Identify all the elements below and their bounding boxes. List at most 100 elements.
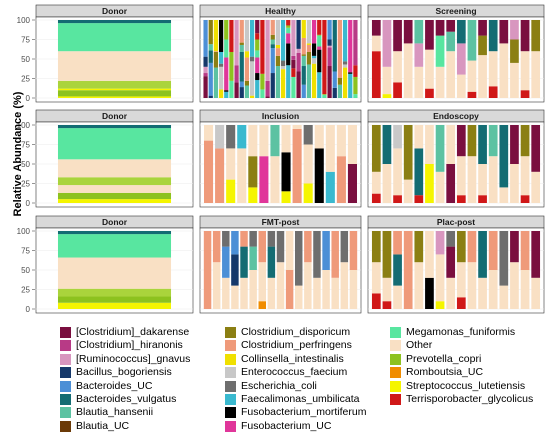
legend-label: Bacteroides_UC (76, 379, 153, 392)
legend-swatch (390, 327, 401, 338)
bar-segment (208, 44, 213, 51)
bar-segment (285, 231, 294, 270)
bar-segment (249, 20, 255, 57)
legend-swatch (225, 380, 236, 392)
bar-segment (57, 192, 172, 200)
bar-segment (520, 156, 530, 196)
bar-segment (499, 125, 509, 188)
bar-segment (203, 20, 208, 57)
bar-segment (222, 246, 230, 278)
bar-segment (531, 171, 541, 203)
bar-segment (393, 195, 402, 203)
bar-segment (213, 51, 219, 52)
bar-segment (203, 140, 214, 203)
bar-segment (347, 125, 358, 164)
bar-segment (281, 125, 291, 153)
bar-segment (478, 195, 487, 203)
panel-donor: Donor (35, 215, 194, 314)
bar-segment (342, 61, 348, 65)
bar-segment (57, 288, 172, 297)
bar-segment (286, 33, 291, 44)
bar-segment (371, 35, 381, 52)
bar-segment (425, 88, 434, 98)
bar-segment (456, 231, 466, 263)
bar-segment (311, 20, 317, 44)
bar-segment (337, 84, 343, 98)
legend-label: Other (406, 339, 433, 352)
legend-label: Clostridium_disporicum (241, 326, 351, 338)
bar-segment (382, 301, 392, 309)
bar-segment (213, 67, 219, 98)
y-tick-label: 25 (21, 75, 30, 84)
bar-segment (275, 44, 281, 49)
legend-label: Prevotella_copri (406, 352, 482, 365)
bar-segment (531, 231, 541, 278)
bar-segment (244, 80, 250, 86)
bar-segment (393, 231, 402, 255)
bar-segment (382, 125, 392, 164)
bar-segment (340, 262, 349, 309)
bar-segment (244, 51, 250, 58)
bar-segment (414, 262, 424, 309)
bar-segment (446, 51, 456, 98)
y-tick-label: 0 (26, 199, 31, 208)
bar-segment (301, 54, 306, 56)
bar-segment (260, 89, 265, 98)
bar-segment (306, 43, 312, 45)
panel-title: Endoscopy (433, 111, 479, 121)
bar-segment (393, 51, 402, 83)
bar-segment (276, 231, 285, 263)
legend-label: Blautia_hansenii (76, 406, 154, 419)
legend-swatch (225, 367, 236, 379)
bar-segment (234, 65, 239, 83)
bar-segment (218, 89, 224, 98)
bar-segment (224, 20, 229, 40)
bar-segment (317, 49, 322, 73)
bar-segment (248, 187, 258, 203)
bar-segment (260, 20, 265, 74)
bar-segment (296, 71, 301, 98)
bar-segment (237, 148, 247, 203)
bar-segment (340, 231, 349, 263)
legend-swatch (225, 420, 236, 432)
bar-segment (218, 63, 224, 67)
bar-segment (520, 90, 530, 98)
bar-segment (57, 128, 172, 160)
bar-segment (446, 20, 456, 32)
bar-segment (303, 125, 313, 145)
bar-segment (57, 199, 172, 203)
legend-label: [Clostridium]_hiranonis (76, 339, 183, 352)
bar-segment (478, 20, 487, 36)
y-tick-label: 50 (21, 160, 30, 169)
bar-segment (57, 177, 172, 186)
bar-segment (317, 72, 322, 98)
bar-segment (239, 81, 244, 88)
bar-segment (499, 43, 509, 98)
legend-swatch (225, 340, 236, 352)
bar-segment (270, 156, 280, 203)
bar-segment (255, 20, 260, 34)
bar-segment (291, 76, 296, 98)
bar-segment (317, 20, 322, 35)
bar-segment (488, 125, 498, 157)
bar-segment (240, 231, 248, 247)
y-tick-label: 100 (17, 121, 31, 130)
bar-segment (446, 277, 456, 309)
bar-segment (267, 231, 276, 247)
bar-segment (435, 20, 445, 36)
legend-swatch (60, 380, 71, 392)
bar-segment (414, 43, 424, 67)
bar-segment (306, 51, 312, 65)
panel-title: Healthy (265, 6, 296, 16)
legend-swatch (225, 394, 236, 405)
bar-segment (275, 48, 281, 56)
bar-segment (446, 31, 456, 52)
bar-segment (248, 125, 258, 157)
bar-segment (342, 67, 348, 98)
y-tick-label: 0 (26, 305, 31, 314)
legend-label: Fusobacterium_mortiferum (241, 406, 367, 419)
bar-segment (255, 73, 260, 81)
bar-segment (240, 246, 248, 278)
bar-segment (57, 296, 172, 303)
bar-segment (325, 125, 335, 172)
